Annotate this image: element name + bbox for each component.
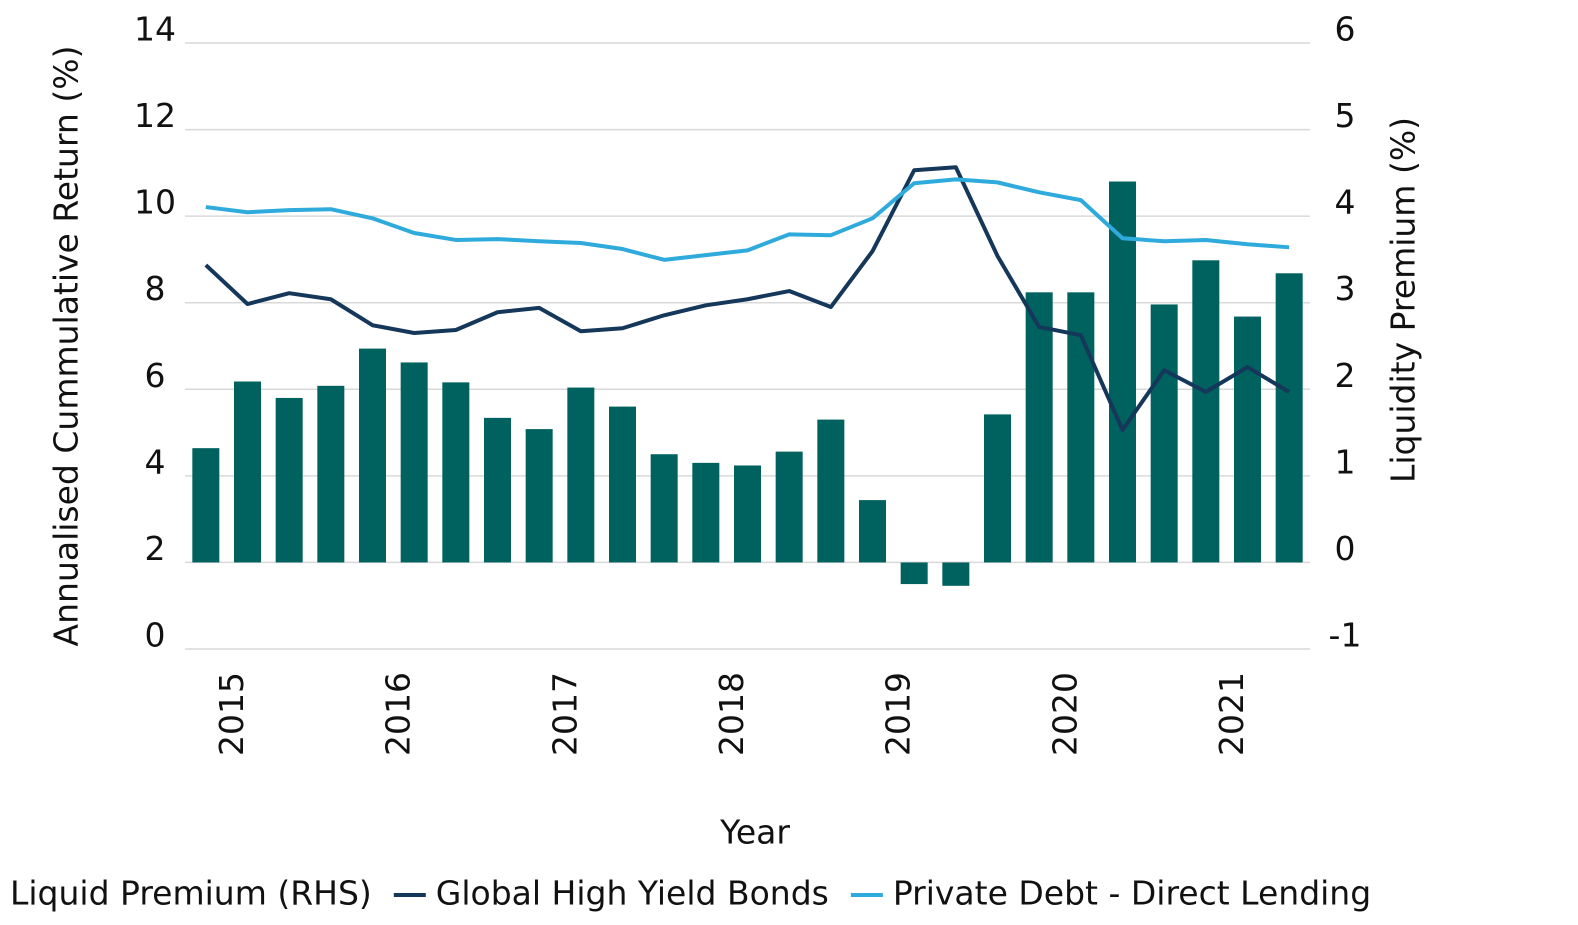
bar [525, 429, 553, 563]
y-tick-label: 14 [134, 10, 176, 49]
bar [859, 500, 886, 563]
y2-tick-label: -1 [1329, 616, 1362, 655]
x-tick-label: 2017 [545, 672, 584, 756]
bar [567, 387, 595, 563]
line [204, 165, 1291, 432]
bar [442, 382, 470, 563]
bar [1150, 304, 1178, 563]
bar [484, 417, 511, 563]
bar [984, 414, 1011, 563]
x-tick-label: 2015 [212, 672, 251, 756]
legend-label: Global High Yield Bonds [436, 874, 829, 913]
y2-tick-label: 2 [1335, 356, 1356, 395]
y2-tick-label: 0 [1335, 529, 1356, 568]
bar [1234, 316, 1261, 563]
bar [1275, 273, 1303, 563]
y2-tick-label: 5 [1335, 96, 1356, 135]
bar [192, 448, 220, 563]
bar [317, 385, 345, 563]
x-tick-label: 2016 [379, 672, 418, 756]
bar [359, 348, 386, 563]
y2-axis-label: Liquidity Premium (%) [1384, 117, 1423, 483]
legend-label: Private Debt - Direct Lending [893, 874, 1371, 913]
x-tick-label: 2018 [712, 672, 751, 756]
y-tick-label: 6 [145, 356, 166, 395]
bar [692, 462, 720, 563]
y-tick-label: 10 [134, 183, 176, 222]
y2-tick-label: 1 [1335, 442, 1356, 481]
x-tick-label: 2020 [1045, 672, 1084, 756]
line [205, 177, 1290, 262]
bar [1192, 260, 1220, 563]
bar [900, 562, 928, 585]
x-tick-label: 2021 [1212, 672, 1251, 756]
y-tick-label: 8 [145, 269, 166, 308]
y2-tick-label: 6 [1335, 10, 1356, 49]
y-tick-label: 2 [145, 529, 166, 568]
bar [775, 451, 803, 563]
y-tick-label: 4 [145, 442, 166, 481]
bar [400, 362, 428, 563]
bar [734, 465, 761, 563]
bar [234, 381, 261, 563]
bar [650, 454, 678, 563]
bar [275, 397, 303, 563]
x-axis-label: Year [719, 813, 790, 852]
bar [817, 419, 845, 563]
y-tick-label: 12 [134, 96, 176, 135]
bar [1109, 181, 1136, 563]
bar [609, 406, 636, 563]
y2-tick-label: 4 [1335, 183, 1356, 222]
bar [1025, 292, 1053, 563]
x-tick-label: 2019 [879, 672, 918, 756]
y-tick-label: 0 [145, 616, 166, 655]
legend-label: Liquid Premium (RHS) [10, 874, 372, 913]
y2-tick-label: 3 [1335, 269, 1356, 308]
y-axis-label: Annualised Cummulative Return (%) [47, 46, 86, 647]
bar [942, 562, 970, 586]
